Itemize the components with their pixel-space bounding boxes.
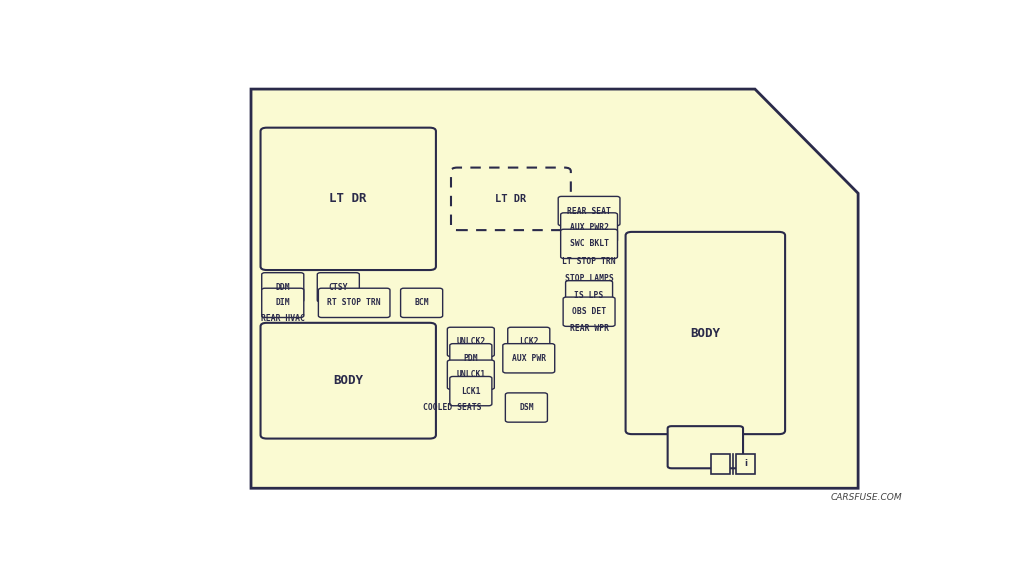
Text: REAR HVAC: REAR HVAC	[261, 314, 305, 323]
Text: SWC BKLT: SWC BKLT	[569, 240, 608, 248]
FancyBboxPatch shape	[451, 168, 570, 230]
Text: AUX PWR2: AUX PWR2	[569, 223, 608, 232]
FancyBboxPatch shape	[565, 281, 612, 310]
FancyBboxPatch shape	[447, 327, 495, 357]
Text: LCK2: LCK2	[519, 338, 539, 346]
Text: LT STOP TRN: LT STOP TRN	[562, 257, 615, 266]
FancyBboxPatch shape	[558, 196, 620, 226]
FancyBboxPatch shape	[317, 272, 359, 302]
Text: LCK1: LCK1	[461, 386, 480, 396]
Text: BODY: BODY	[690, 327, 720, 339]
FancyBboxPatch shape	[508, 327, 550, 357]
Text: IS LPS: IS LPS	[574, 291, 604, 300]
FancyBboxPatch shape	[400, 288, 442, 317]
FancyBboxPatch shape	[260, 128, 436, 270]
FancyBboxPatch shape	[626, 232, 785, 434]
FancyBboxPatch shape	[561, 229, 617, 259]
FancyBboxPatch shape	[668, 426, 743, 468]
Text: BCM: BCM	[415, 298, 429, 308]
FancyBboxPatch shape	[561, 213, 617, 242]
Text: RT STOP TRN: RT STOP TRN	[328, 298, 381, 308]
Text: DIM: DIM	[275, 298, 290, 308]
Text: LT DR: LT DR	[496, 194, 526, 204]
Polygon shape	[251, 89, 858, 488]
Text: i: i	[743, 459, 746, 468]
Text: COOLED SEATS: COOLED SEATS	[423, 403, 481, 412]
FancyBboxPatch shape	[450, 377, 492, 406]
Bar	[736, 454, 755, 474]
Text: REAR SEAT: REAR SEAT	[567, 207, 611, 215]
Text: STOP LAMPS: STOP LAMPS	[564, 274, 613, 283]
FancyBboxPatch shape	[563, 297, 615, 327]
Text: PDM: PDM	[464, 354, 478, 363]
Text: CARSFUSE.COM: CARSFUSE.COM	[830, 492, 902, 502]
Text: AUX PWR: AUX PWR	[512, 354, 546, 363]
FancyBboxPatch shape	[262, 272, 304, 302]
FancyBboxPatch shape	[503, 344, 555, 373]
Text: BODY: BODY	[333, 374, 364, 387]
FancyBboxPatch shape	[450, 344, 492, 373]
Text: LT DR: LT DR	[330, 192, 367, 206]
Bar	[711, 454, 729, 474]
Text: CTSY: CTSY	[329, 283, 348, 292]
Text: DSM: DSM	[519, 403, 534, 412]
FancyBboxPatch shape	[260, 323, 436, 438]
FancyBboxPatch shape	[447, 360, 495, 389]
Text: UNLCK1: UNLCK1	[457, 370, 485, 379]
FancyBboxPatch shape	[318, 288, 390, 317]
Text: UNLCK2: UNLCK2	[457, 338, 485, 346]
Text: REAR WPR: REAR WPR	[569, 324, 608, 332]
Text: OBS DET: OBS DET	[572, 307, 606, 316]
FancyBboxPatch shape	[262, 288, 304, 317]
FancyBboxPatch shape	[506, 393, 548, 422]
Text: DDM: DDM	[275, 283, 290, 292]
